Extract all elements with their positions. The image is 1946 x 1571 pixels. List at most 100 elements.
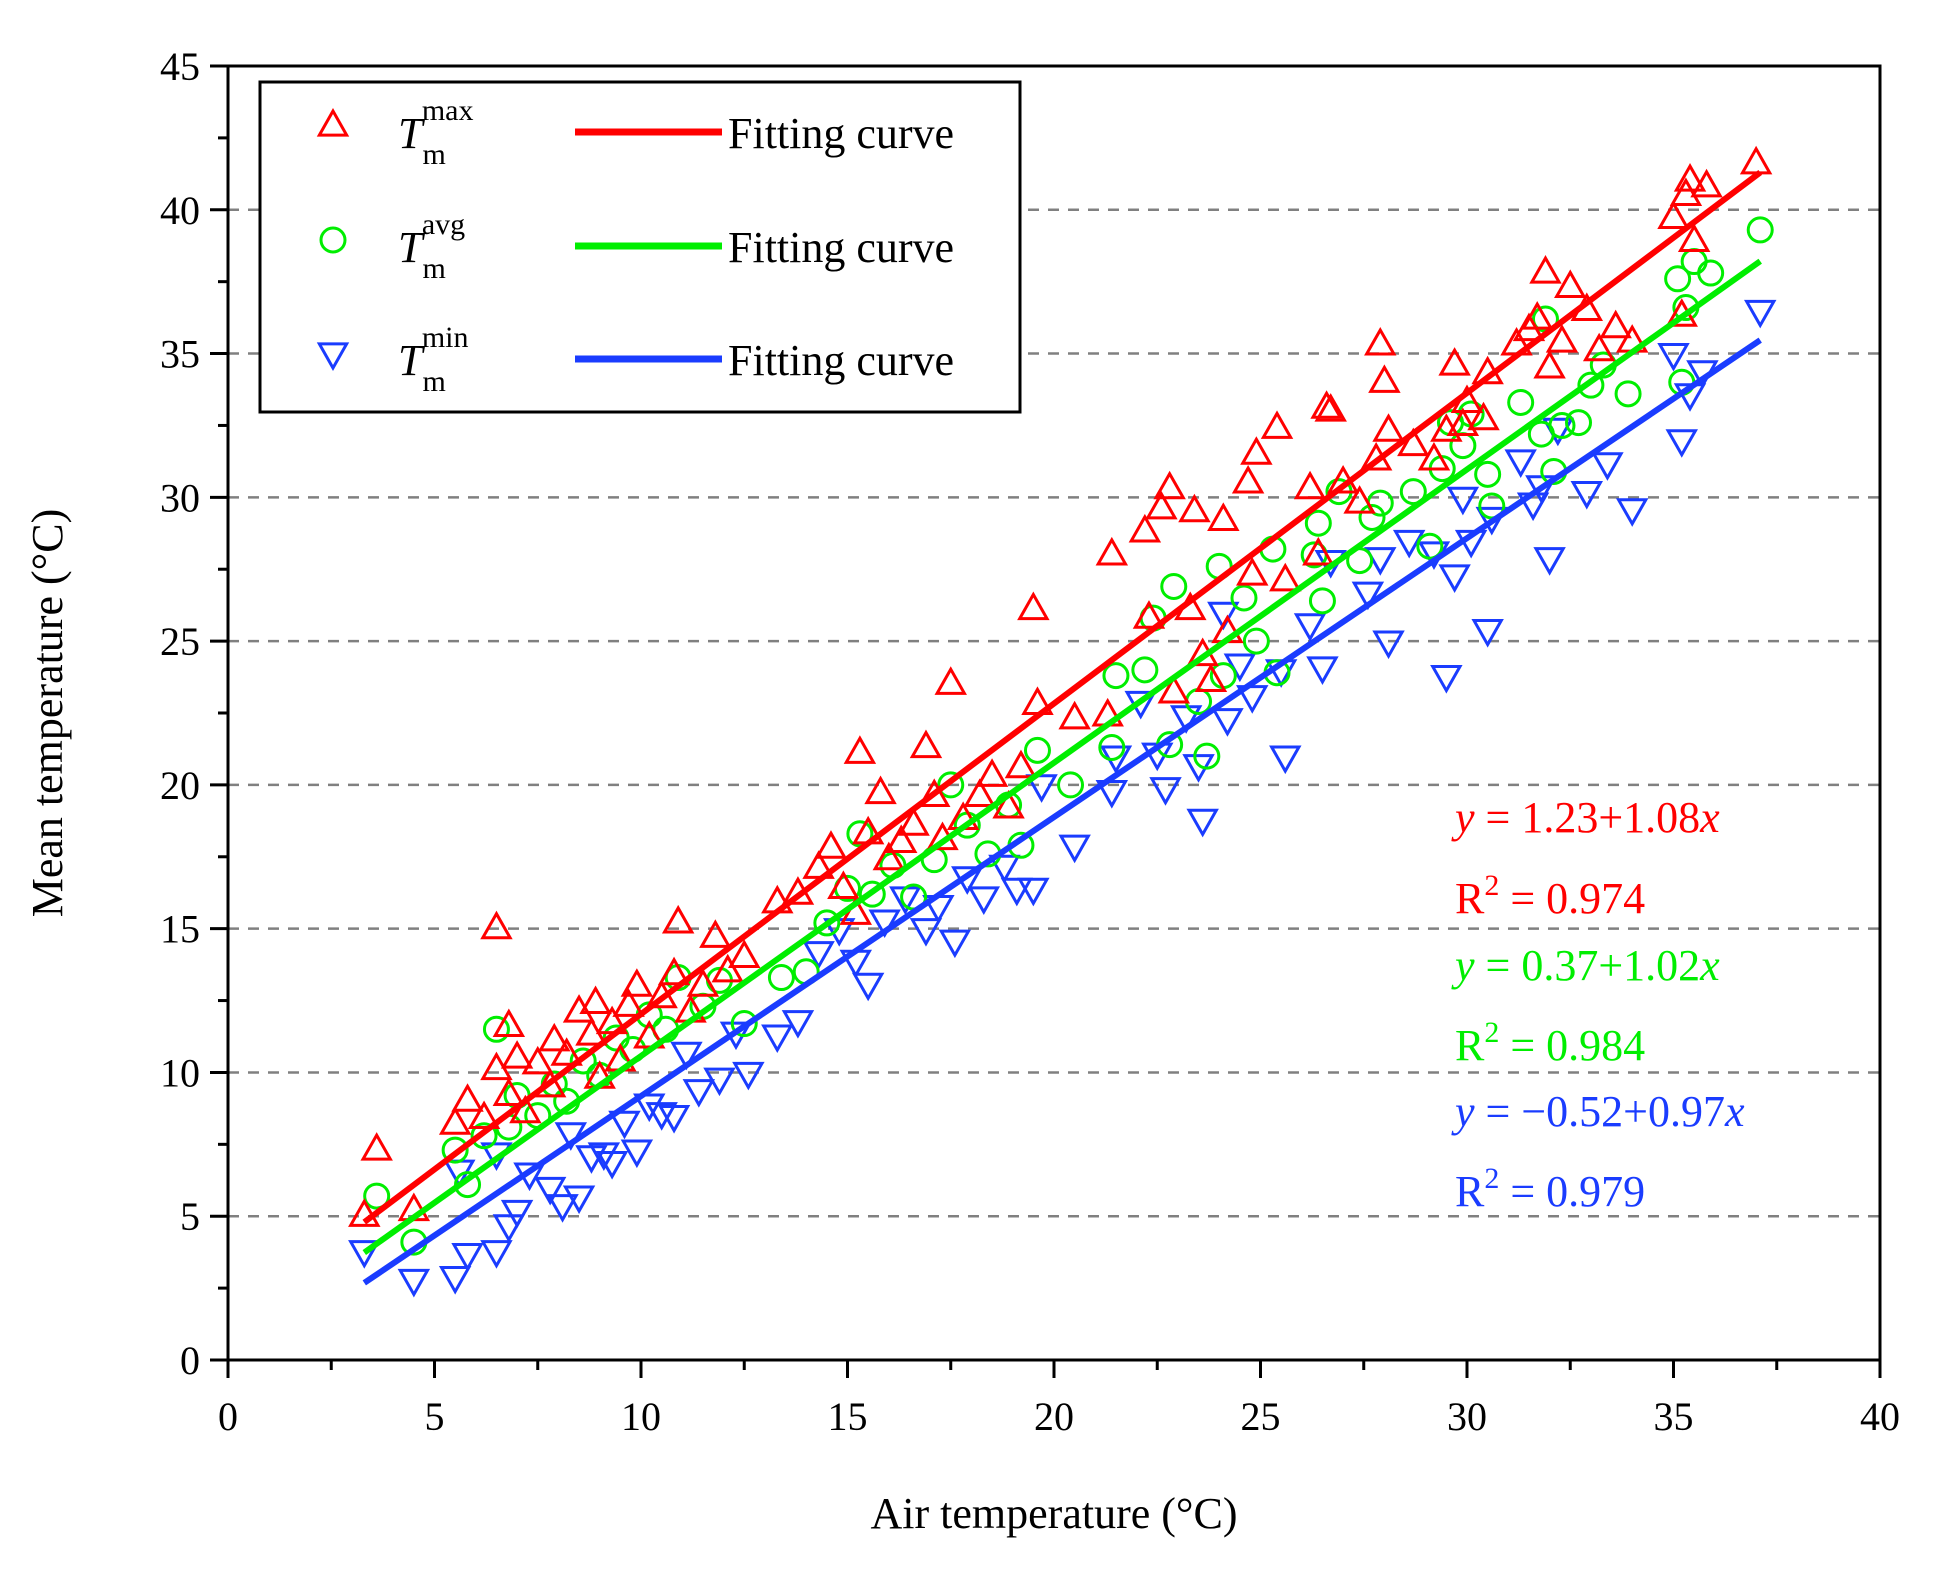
point-min — [1351, 581, 1385, 611]
point-max — [1178, 493, 1211, 523]
fit-line-min — [362, 337, 1762, 1286]
y-tick-label-0: 0 — [180, 1338, 200, 1383]
point-max — [699, 919, 732, 948]
x-tick-label-30: 30 — [1447, 1394, 1487, 1439]
point-min — [1430, 665, 1463, 694]
point-max — [620, 968, 654, 997]
point-avg — [1242, 627, 1270, 655]
point-max — [1293, 470, 1327, 500]
point-min — [1269, 745, 1302, 775]
point-max — [1004, 749, 1038, 779]
point-max — [1058, 700, 1091, 730]
point-max — [1368, 364, 1401, 393]
y-tick-label-35: 35 — [160, 332, 200, 377]
x-tick-label-20: 20 — [1034, 1394, 1074, 1439]
legend-marker-min — [316, 342, 350, 371]
point-max — [686, 968, 720, 997]
point-max — [467, 1100, 501, 1130]
y-tick-label-15: 15 — [160, 907, 200, 952]
point-min — [703, 1067, 736, 1097]
point-max — [975, 758, 1009, 787]
point-max — [1236, 556, 1269, 586]
point-min — [1446, 486, 1480, 516]
y-tick-label-5: 5 — [180, 1194, 200, 1239]
legend-entry-max: Tmmax Fitting curve — [316, 94, 954, 171]
point-min — [1306, 656, 1339, 685]
point-avg — [569, 1047, 597, 1075]
point-min — [1207, 601, 1240, 631]
point-min — [620, 1139, 654, 1169]
point-avg — [1577, 371, 1605, 399]
point-min — [633, 1093, 666, 1123]
legend: Tmmax Fitting curve Tmavg Fitting curve Tmmi… — [258, 80, 1022, 414]
point-max — [1533, 349, 1566, 379]
point-avg — [1102, 662, 1130, 690]
point-max — [897, 807, 930, 836]
y-tick-label-40: 40 — [160, 188, 200, 233]
legend-label-min: Tmmin — [398, 321, 469, 398]
fit-line-max — [362, 170, 1763, 1225]
point-min — [1293, 613, 1327, 642]
point-avg — [730, 1010, 758, 1038]
point-max — [657, 956, 691, 986]
point-min — [438, 1266, 472, 1295]
y-tick-label-45: 45 — [160, 44, 200, 89]
point-max — [500, 1040, 534, 1069]
point-max — [1657, 200, 1690, 230]
point-max — [864, 775, 897, 805]
y-axis-title: Mean temperature (°C) — [23, 509, 72, 918]
point-min — [1392, 529, 1426, 559]
point-max — [1599, 309, 1632, 339]
point-min — [1533, 547, 1566, 576]
point-avg — [1308, 587, 1336, 615]
point-min — [1665, 429, 1698, 458]
point-min — [1372, 630, 1405, 660]
point-max — [872, 841, 906, 871]
point-max — [1364, 326, 1397, 356]
point-max — [884, 824, 918, 853]
point-max — [992, 789, 1025, 819]
point-min — [645, 1102, 678, 1131]
point-max — [1095, 536, 1129, 566]
point-min — [533, 1176, 567, 1206]
legend-entry-avg: Tmavg Fitting curve — [319, 208, 954, 285]
point-max — [728, 939, 761, 969]
point-min — [761, 1024, 794, 1054]
point-max — [1314, 393, 1347, 422]
point-max — [360, 1132, 393, 1161]
point-max — [1128, 513, 1162, 543]
y-tick-label-30: 30 — [160, 475, 200, 520]
point-max — [1677, 223, 1711, 253]
point-max — [1145, 490, 1178, 520]
point-avg — [1746, 216, 1774, 244]
point-max — [521, 1045, 554, 1075]
point-max — [1231, 464, 1265, 494]
point-max — [1260, 410, 1294, 439]
point-min — [1471, 619, 1504, 648]
point-max — [538, 1022, 571, 1052]
point-max — [1310, 390, 1343, 419]
point-max — [1529, 255, 1562, 284]
point-min — [492, 1214, 526, 1243]
point-min — [868, 909, 901, 939]
x-tick-label-35: 35 — [1654, 1394, 1694, 1439]
point-max — [1520, 301, 1554, 330]
point-avg — [767, 964, 795, 992]
point-min — [348, 1240, 381, 1269]
point-avg — [1131, 656, 1159, 684]
point-avg — [1697, 259, 1725, 287]
point-min — [595, 1150, 629, 1180]
point-max — [1417, 441, 1451, 471]
point-min — [1591, 452, 1624, 481]
r-squared-avg: R2 = 0.984 — [1455, 1016, 1645, 1070]
point-avg — [1548, 411, 1576, 439]
point-min — [938, 929, 972, 959]
point-max — [1343, 485, 1376, 514]
point-min — [1570, 480, 1603, 510]
equation-min: y = −0.52+0.97x — [1451, 1087, 1745, 1136]
fit-line-avg — [362, 258, 1762, 1256]
point-max — [1269, 562, 1302, 592]
point-max — [612, 988, 645, 1017]
point-min — [670, 1041, 703, 1071]
